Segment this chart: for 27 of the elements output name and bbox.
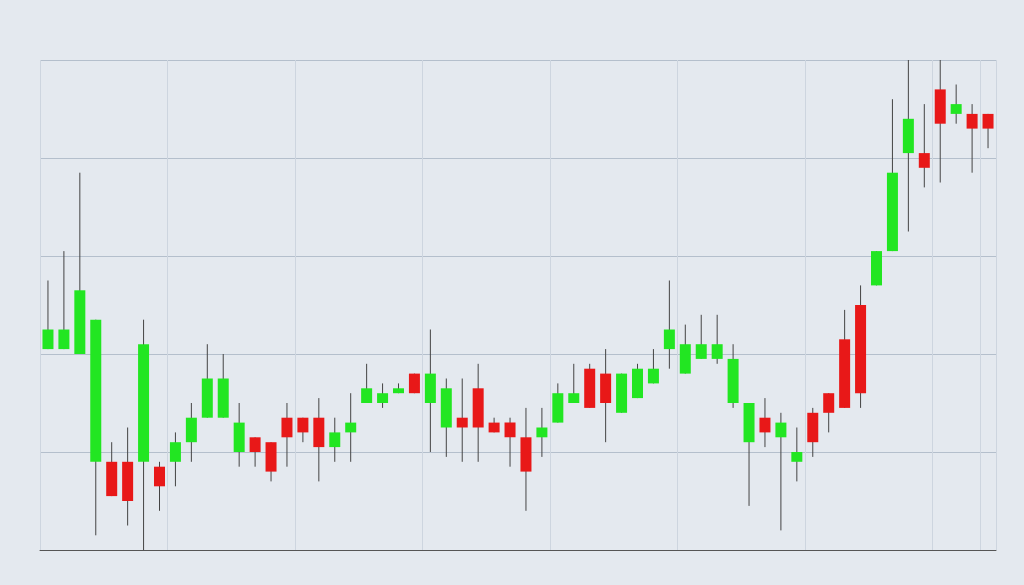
candlestick: [281, 402, 293, 468]
candlestick: [169, 431, 181, 487]
candlestick: [568, 363, 580, 404]
candlestick: [759, 397, 771, 448]
candlestick: [329, 417, 341, 463]
candlestick: [823, 392, 835, 433]
candlestick: [918, 103, 930, 188]
candlestick: [249, 436, 261, 468]
candlestick: [775, 412, 787, 531]
candlestick: [456, 378, 468, 463]
candlestick: [695, 314, 707, 360]
candlestick: [711, 314, 723, 365]
candlestick: [504, 417, 516, 468]
candlestick: [950, 84, 962, 125]
candlestick: [647, 348, 659, 384]
candlestick: [154, 461, 165, 512]
candlestick: [536, 407, 548, 458]
candlestick: [982, 113, 994, 149]
candlestick: [297, 417, 309, 443]
candlestick: [966, 103, 978, 174]
candlestick: [42, 280, 54, 350]
candlestick: [377, 382, 389, 409]
candlestick: [663, 280, 675, 370]
candlestick: [58, 250, 70, 350]
candlestick: [345, 392, 357, 463]
candlestick: [791, 427, 803, 482]
candlestick: [361, 363, 373, 404]
